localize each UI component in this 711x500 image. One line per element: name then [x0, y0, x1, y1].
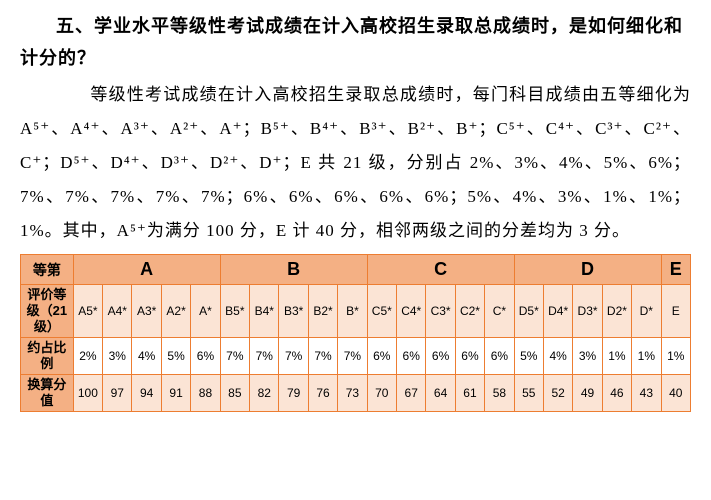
score-cell: 100: [73, 375, 102, 412]
score-cell: 85: [220, 375, 249, 412]
score-cell: 52: [543, 375, 572, 412]
score-cell: 55: [514, 375, 543, 412]
grade-cell: D5*: [514, 285, 543, 338]
grade-cell: C5*: [367, 285, 396, 338]
score-cell: 76: [308, 375, 337, 412]
prop-cell: 4%: [543, 338, 572, 375]
score-cell: 61: [455, 375, 484, 412]
score-cell: 70: [367, 375, 396, 412]
prop-cell: 6%: [426, 338, 455, 375]
prop-cell: 1%: [661, 338, 690, 375]
row-label-score: 换算分值: [21, 375, 74, 412]
score-cell: 58: [485, 375, 514, 412]
grade-cell: B3*: [279, 285, 308, 338]
score-cell: 97: [103, 375, 132, 412]
prop-cell: 3%: [103, 338, 132, 375]
prop-cell: 7%: [250, 338, 279, 375]
score-cell: 79: [279, 375, 308, 412]
grade-cell: B4*: [250, 285, 279, 338]
score-cell: 94: [132, 375, 161, 412]
score-cell: 91: [161, 375, 190, 412]
grade-cell: A3*: [132, 285, 161, 338]
prop-cell: 7%: [338, 338, 367, 375]
score-cell: 64: [426, 375, 455, 412]
prop-cell: 6%: [455, 338, 484, 375]
grade-cell: A2*: [161, 285, 190, 338]
body-paragraph: 等级性考试成绩在计入高校招生录取总成绩时，每门科目成绩由五等细化为 A⁵⁺、A⁴…: [20, 78, 691, 248]
grade-cell: D2*: [602, 285, 631, 338]
score-cell: 40: [661, 375, 690, 412]
prop-cell: 3%: [573, 338, 602, 375]
grade-cell: D4*: [543, 285, 572, 338]
score-cell: 82: [250, 375, 279, 412]
grade-cell: B*: [338, 285, 367, 338]
prop-cell: 5%: [161, 338, 190, 375]
col-group-a: A: [73, 255, 220, 285]
prop-cell: 7%: [308, 338, 337, 375]
section-heading: 五、学业水平等级性考试成绩在计入高校招生录取总成绩时，是如何细化和计分的？: [20, 10, 691, 74]
score-cell: 43: [632, 375, 661, 412]
score-cell: 73: [338, 375, 367, 412]
grade-cell: A4*: [103, 285, 132, 338]
prop-cell: 4%: [132, 338, 161, 375]
prop-cell: 7%: [279, 338, 308, 375]
prop-cell: 7%: [220, 338, 249, 375]
score-cell: 67: [397, 375, 426, 412]
col-group-b: B: [220, 255, 367, 285]
prop-cell: 6%: [485, 338, 514, 375]
grade-cell: C3*: [426, 285, 455, 338]
col-group-e: E: [661, 255, 690, 285]
col-group-d: D: [514, 255, 661, 285]
score-cell: 88: [191, 375, 220, 412]
grade-cell: B5*: [220, 285, 249, 338]
grade-cell: C4*: [397, 285, 426, 338]
prop-cell: 1%: [632, 338, 661, 375]
col-header-dengdi: 等第: [21, 255, 74, 285]
grade-cell: C2*: [455, 285, 484, 338]
score-cell: 46: [602, 375, 631, 412]
col-group-c: C: [367, 255, 514, 285]
grade-cell: B2*: [308, 285, 337, 338]
table-row-grades: 评价等级（21级） A5* A4* A3* A2* A* B5* B4* B3*…: [21, 285, 691, 338]
grade-table: 等第 A B C D E 评价等级（21级） A5* A4* A3* A2* A…: [20, 254, 691, 412]
table-row-score: 换算分值 100 97 94 91 88 85 82 79 76 73 70 6…: [21, 375, 691, 412]
grade-cell: E: [661, 285, 690, 338]
grade-cell: A*: [191, 285, 220, 338]
table-header-row: 等第 A B C D E: [21, 255, 691, 285]
prop-cell: 2%: [73, 338, 102, 375]
prop-cell: 6%: [367, 338, 396, 375]
grade-cell: A5*: [73, 285, 102, 338]
prop-cell: 1%: [602, 338, 631, 375]
row-label-grades: 评价等级（21级）: [21, 285, 74, 338]
grade-cell: D*: [632, 285, 661, 338]
score-cell: 49: [573, 375, 602, 412]
grade-cell: C*: [485, 285, 514, 338]
table-row-proportion: 约占比例 2% 3% 4% 5% 6% 7% 7% 7% 7% 7% 6% 6%…: [21, 338, 691, 375]
prop-cell: 5%: [514, 338, 543, 375]
row-label-proportion: 约占比例: [21, 338, 74, 375]
prop-cell: 6%: [397, 338, 426, 375]
prop-cell: 6%: [191, 338, 220, 375]
grade-cell: D3*: [573, 285, 602, 338]
